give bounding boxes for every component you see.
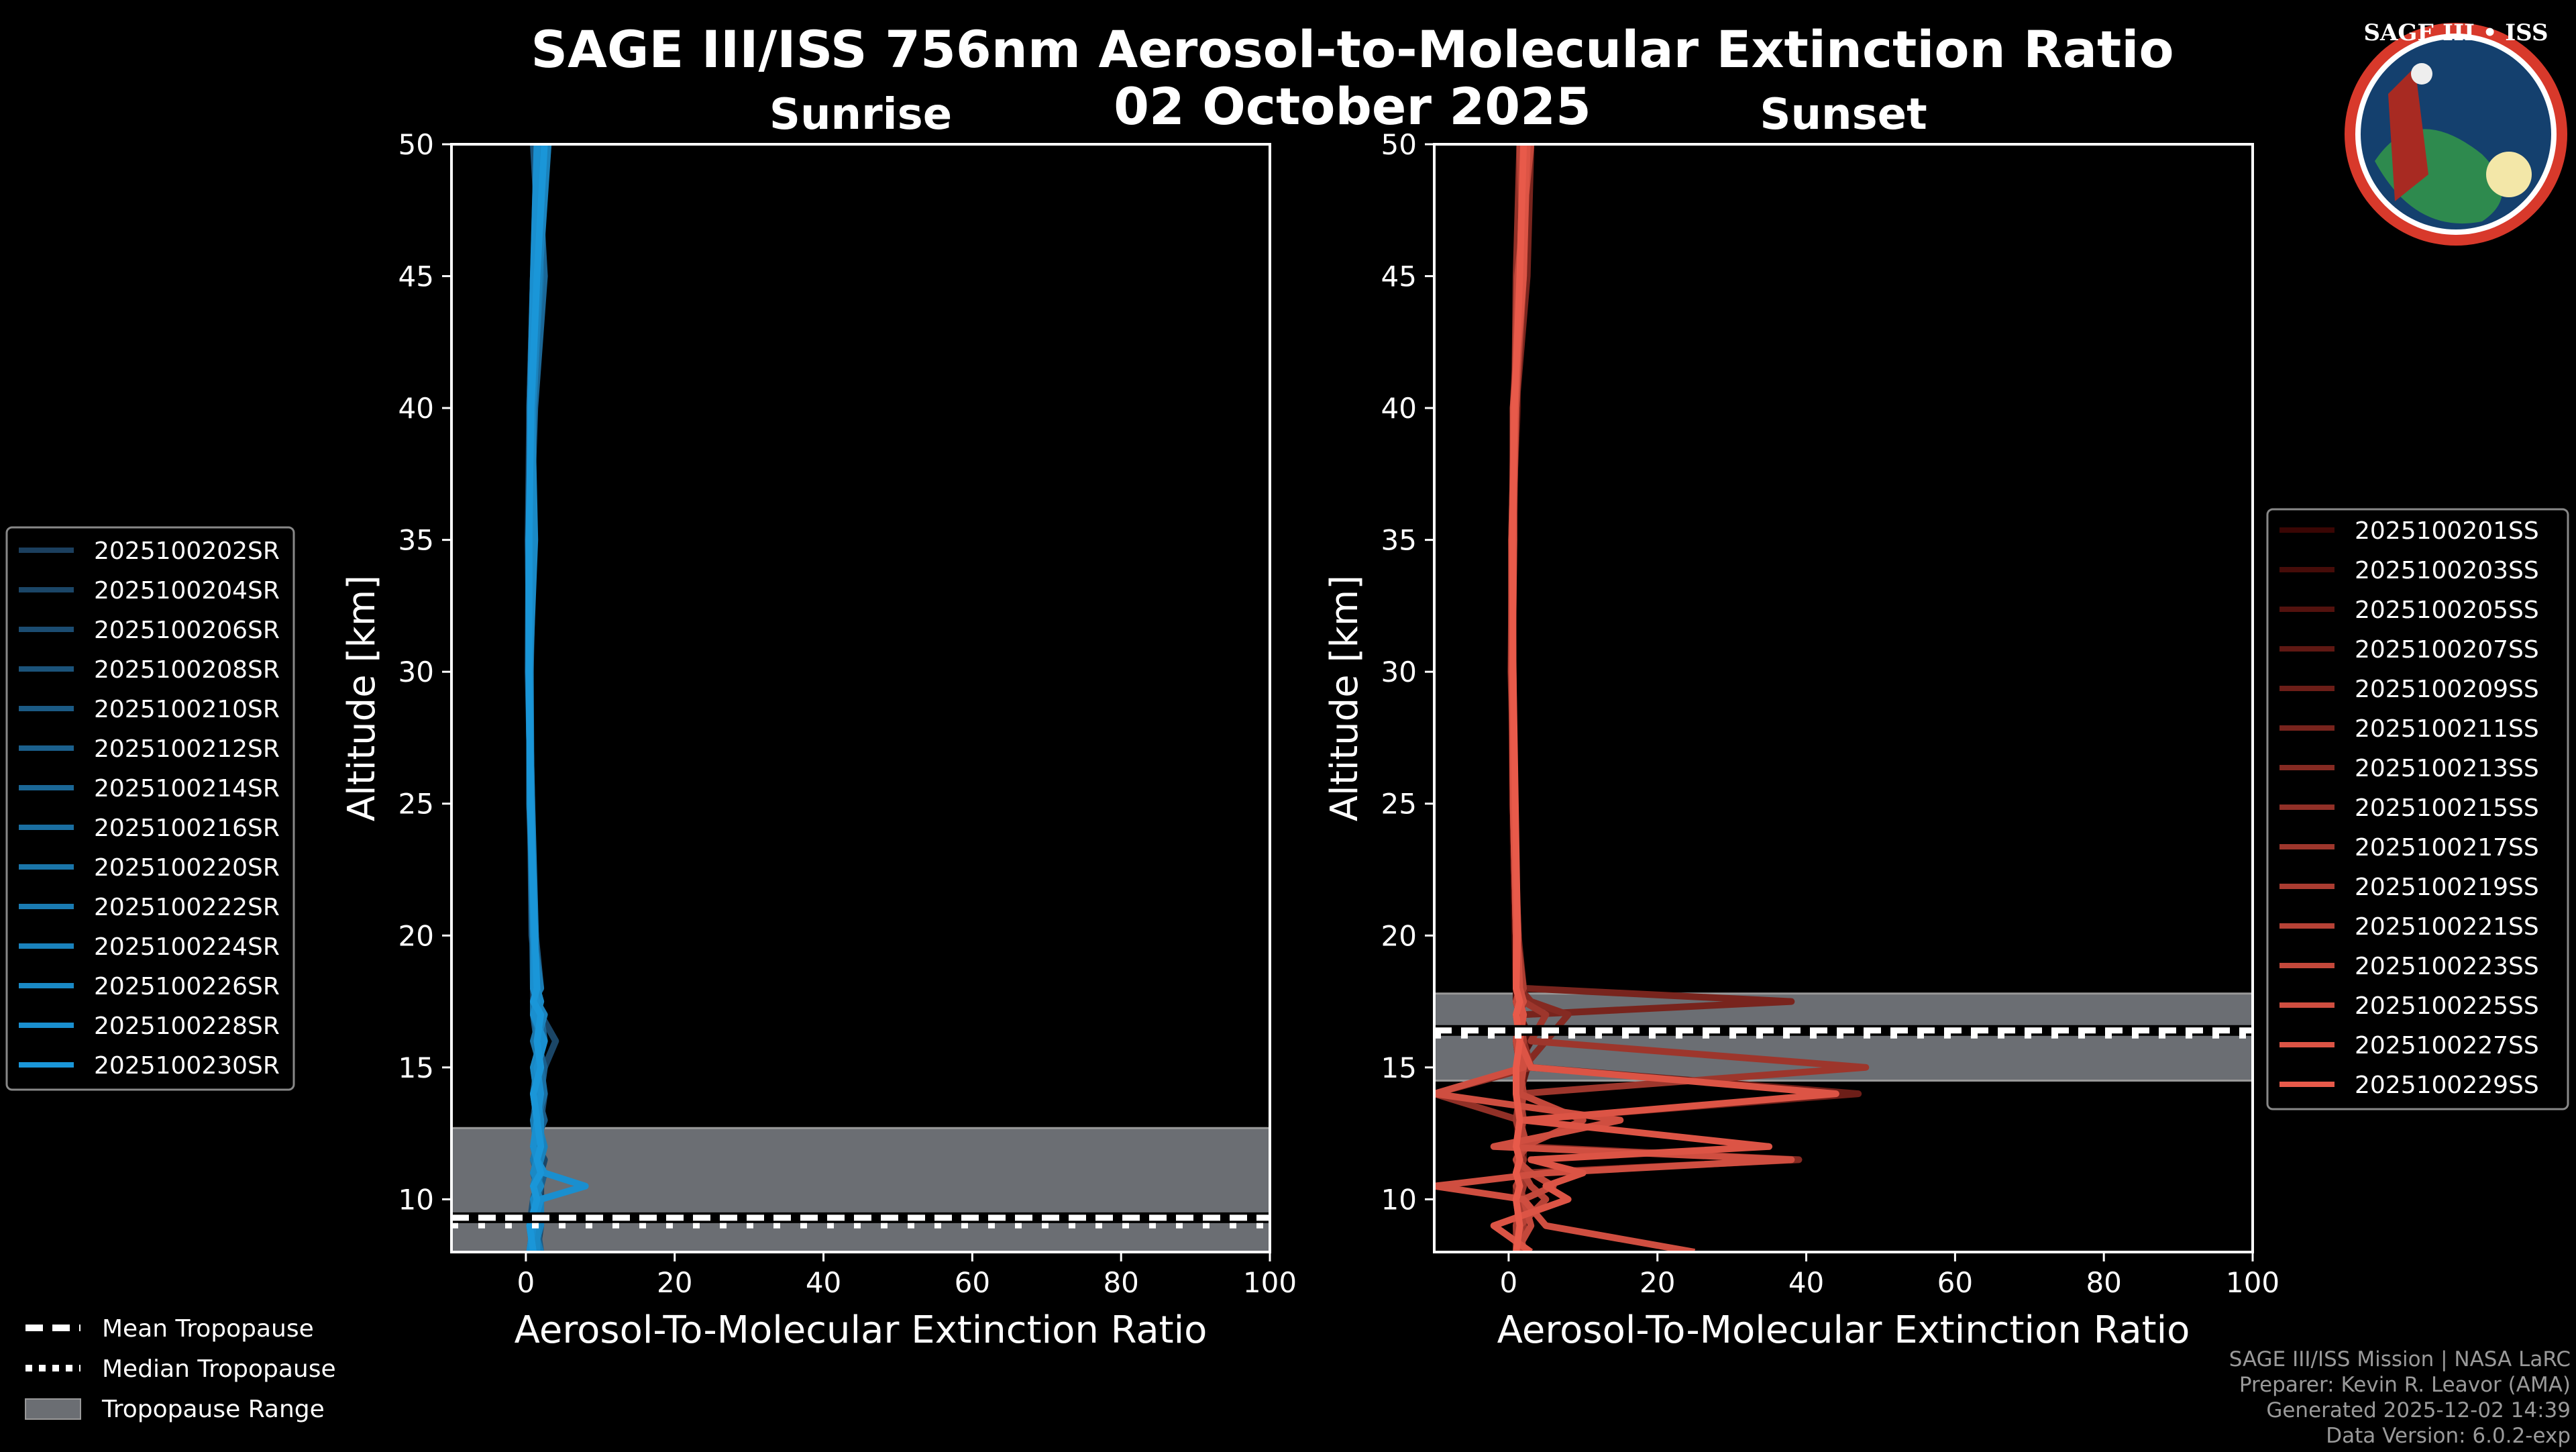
legend-label: 2025100222SR xyxy=(94,894,280,921)
y-tick-label: 45 xyxy=(1381,260,1417,293)
legend-label: 2025100216SR xyxy=(94,815,280,842)
y-tick-label: 25 xyxy=(1381,788,1417,821)
legend-label: 2025100224SR xyxy=(94,933,280,961)
y-tick-label: 15 xyxy=(1381,1051,1417,1084)
sunset-legend: 2025100201SS 2025100203SS 2025100205SS 2025… xyxy=(2266,508,2569,1110)
legend-label: 2025100201SS xyxy=(2355,517,2539,545)
legend-label: 2025100225SS xyxy=(2355,992,2539,1020)
legend-label: 2025100217SS xyxy=(2355,834,2539,862)
legend-label: 2025100221SS xyxy=(2355,913,2539,941)
y-tick-label: 15 xyxy=(398,1051,434,1084)
y-tick-label: 40 xyxy=(398,392,434,425)
sunset-panel: 0 20 40 60 80 100 10 15 20 25 30 35 40 45 50 Aerosol-To… xyxy=(1323,128,2279,1352)
legend-label: 2025100220SR xyxy=(94,854,280,882)
y-tick-label: 50 xyxy=(398,128,434,161)
legend-label: 2025100223SS xyxy=(2355,953,2539,980)
sunrise-panel: 0 20 40 60 80 100 10 15 20 25 30 35 40 45 50 Aerosol-To… xyxy=(340,128,1297,1352)
sunset-axes-frame xyxy=(1433,143,2254,1253)
legend-label: 2025100213SS xyxy=(2355,755,2539,782)
sunset-profile-2025100217SS xyxy=(1509,144,1870,1252)
tropopause-range-label: Tropopause Range xyxy=(101,1396,325,1423)
figure-date: 02 October 2025 xyxy=(1114,76,1591,136)
footer-credits: SAGE III/ISS Mission | NASA LaRC Prepare… xyxy=(2229,1347,2571,1448)
x-tick-label: 100 xyxy=(2226,1266,2279,1299)
y-tick-label: 10 xyxy=(1381,1183,1417,1216)
legend-label: 2025100211SS xyxy=(2355,715,2539,743)
footer-line: Data Version: 6.0.2-exp xyxy=(2326,1424,2571,1448)
y-tick-label: 35 xyxy=(1381,524,1417,557)
median-tropopause-label: Median Tropopause xyxy=(102,1355,336,1383)
sunrise-tropopause-range xyxy=(450,1127,1271,1253)
legend-label: 2025100203SS xyxy=(2355,557,2539,584)
legend-label: 2025100219SS xyxy=(2355,874,2539,901)
mean-tropopause-label: Mean Tropopause xyxy=(102,1315,314,1343)
legend-label: 2025100205SS xyxy=(2355,597,2539,624)
legend-label: 2025100214SR xyxy=(94,775,280,802)
sunset-y-axis-label: Altitude [km] xyxy=(1323,575,1366,821)
footer-line: Preparer: Kevin R. Leavor (AMA) xyxy=(2239,1373,2571,1397)
y-tick-label: 20 xyxy=(398,919,434,952)
legend-label: 2025100202SR xyxy=(94,537,280,565)
x-tick-label: 40 xyxy=(1788,1266,1824,1299)
y-tick-label: 30 xyxy=(398,656,434,688)
sunset-profiles xyxy=(1434,144,1870,1252)
x-tick-label: 0 xyxy=(517,1266,535,1299)
x-tick-label: 60 xyxy=(955,1266,990,1299)
legend-label: 2025100206SR xyxy=(94,617,280,644)
legend-label: 2025100230SR xyxy=(94,1052,280,1080)
logo-text: SAGE III • ISS xyxy=(2363,19,2548,46)
legend-label: 2025100210SR xyxy=(94,696,280,723)
legend-label: 2025100226SR xyxy=(94,973,280,1000)
legend-label: 2025100228SR xyxy=(94,1013,280,1040)
y-tick-label: 25 xyxy=(398,788,434,821)
x-tick-label: 20 xyxy=(1640,1266,1675,1299)
legend-label: 2025100204SR xyxy=(94,577,280,605)
sunset-profile-2025100209SS xyxy=(1507,144,1862,1252)
y-tick-label: 35 xyxy=(398,524,434,557)
x-tick-label: 80 xyxy=(2086,1266,2121,1299)
x-tick-label: 40 xyxy=(806,1266,841,1299)
y-tick-label: 40 xyxy=(1381,392,1417,425)
sunrise-x-axis-label: Aerosol-To-Molecular Extinction Ratio xyxy=(515,1308,1208,1352)
sage-iii-iss-logo: SAGE III • ISS xyxy=(2345,19,2567,246)
sunrise-legend: 2025100202SR 2025100204SR 2025100206SR 2025… xyxy=(5,526,295,1091)
footer-line: Generated 2025-12-02 14:39 xyxy=(2266,1398,2571,1422)
legend-label: 2025100209SS xyxy=(2355,676,2539,703)
legend-label: 2025100208SR xyxy=(94,656,280,684)
x-tick-label: 100 xyxy=(1243,1266,1297,1299)
y-tick-label: 45 xyxy=(398,260,434,293)
sunset-title: Sunset xyxy=(1760,90,1927,140)
legend-label: 2025100215SS xyxy=(2355,794,2539,822)
y-tick-label: 20 xyxy=(1381,919,1417,952)
footer-line: SAGE III/ISS Mission | NASA LaRC xyxy=(2229,1347,2571,1371)
legend-label: 2025100207SS xyxy=(2355,636,2539,664)
sunset-profile-2025100229SS xyxy=(1509,144,1527,1252)
sunrise-y-axis-label: Altitude [km] xyxy=(340,575,384,821)
sunrise-profiles xyxy=(525,144,589,1252)
tropopause-legend: Mean Tropopause Median Tropopause Tropop… xyxy=(25,1315,336,1423)
y-tick-label: 50 xyxy=(1381,128,1417,161)
sunrise-title: Sunrise xyxy=(769,90,952,140)
legend-label: 2025100212SR xyxy=(94,735,280,763)
x-tick-label: 20 xyxy=(657,1266,692,1299)
sunrise-axes-frame xyxy=(450,143,1271,1253)
sunset-x-axis-label: Aerosol-To-Molecular Extinction Ratio xyxy=(1497,1308,2190,1352)
figure-title: SAGE III/ISS 756nm Aerosol-to-Molecular … xyxy=(531,19,2174,79)
legend-label: 2025100229SS xyxy=(2355,1072,2539,1099)
y-tick-label: 30 xyxy=(1381,656,1417,688)
y-tick-label: 10 xyxy=(398,1183,434,1216)
x-tick-label: 60 xyxy=(1937,1266,1973,1299)
tropopause-range-swatch xyxy=(25,1398,81,1420)
sunrise-profile-2025100230SR xyxy=(525,144,548,1252)
x-tick-label: 80 xyxy=(1103,1266,1138,1299)
legend-label: 2025100227SS xyxy=(2355,1032,2539,1059)
x-tick-label: 0 xyxy=(1500,1266,1518,1299)
